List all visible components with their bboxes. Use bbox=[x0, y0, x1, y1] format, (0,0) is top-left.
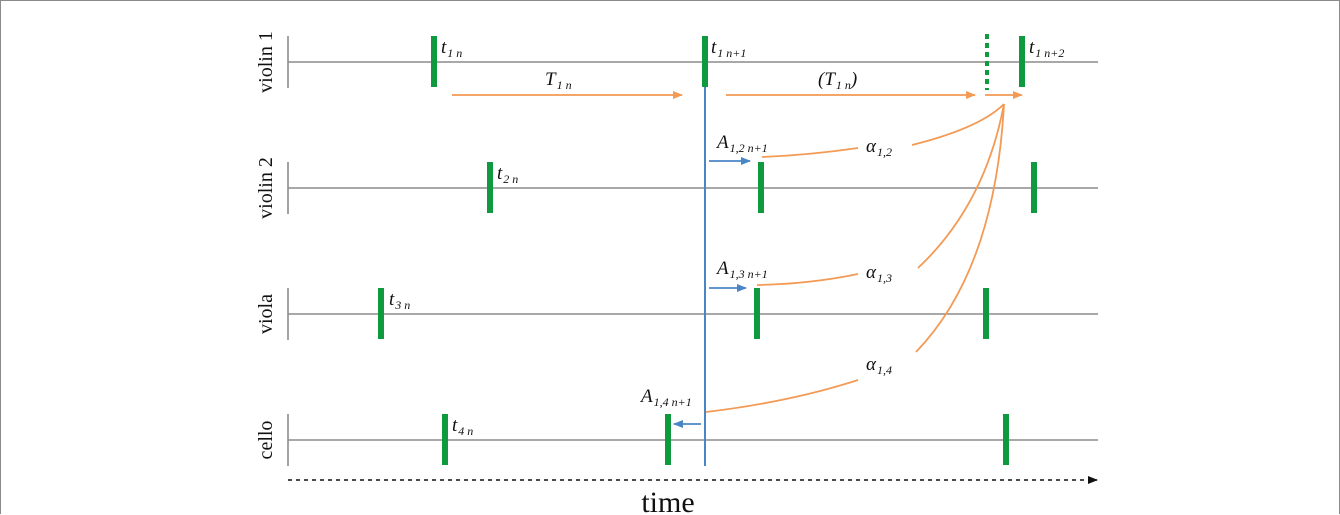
track-label-violin2: violin 2 bbox=[255, 157, 277, 219]
label-t2n: t2 n bbox=[497, 163, 518, 186]
asynchrony-arrows bbox=[673, 157, 751, 428]
alpha-curves bbox=[705, 103, 1005, 413]
label-T1n-paren: (T1 n) bbox=[818, 69, 857, 92]
onset-violin2-n2 bbox=[1031, 162, 1037, 213]
alpha-curve-12-left bbox=[761, 147, 859, 158]
onset-marks bbox=[378, 36, 1037, 465]
track-label-viola: viola bbox=[255, 294, 277, 334]
alpha-curve-14-left bbox=[705, 379, 859, 413]
onset-viola-n2 bbox=[983, 288, 989, 339]
label-t3n: t3 n bbox=[389, 289, 410, 312]
onset-violin1-n bbox=[431, 36, 437, 87]
label-t1n1: t1 n+1 bbox=[711, 37, 746, 60]
label-A14: A1,4 n+1 bbox=[639, 386, 692, 409]
label-A13: A1,3 n+1 bbox=[715, 258, 768, 281]
label-t4n: t4 n bbox=[452, 415, 473, 438]
alpha-curve-14-right bbox=[915, 103, 1005, 353]
onset-violin2-n1 bbox=[758, 162, 764, 213]
track-label-violin1: violin 1 bbox=[255, 31, 277, 93]
label-T1n: T1 n bbox=[545, 69, 572, 92]
onset-viola-n bbox=[378, 288, 384, 339]
track-label-cello: cello bbox=[255, 421, 277, 460]
onset-violin2-n bbox=[487, 162, 493, 213]
onset-cello-n bbox=[442, 414, 448, 465]
alpha-curve-13-right bbox=[917, 103, 1005, 269]
label-alpha14: α1,4 bbox=[866, 354, 892, 377]
label-t1n2: t1 n+2 bbox=[1029, 37, 1064, 60]
track-lines bbox=[287, 36, 1098, 466]
label-alpha12: α1,2 bbox=[866, 136, 892, 159]
onset-cello-n1 bbox=[665, 414, 671, 465]
onset-viola-n1 bbox=[754, 288, 760, 339]
onset-violin1-n1 bbox=[702, 36, 708, 87]
time-axis-label: time bbox=[641, 486, 694, 515]
onset-violin1-n2 bbox=[1019, 36, 1025, 87]
onset-cello-n2 bbox=[1003, 414, 1009, 465]
alpha-curve-13-left bbox=[756, 273, 859, 286]
label-t1n: t1 n bbox=[441, 37, 462, 60]
label-alpha13: α1,3 bbox=[866, 262, 892, 285]
alpha-curve-12-right bbox=[911, 103, 1005, 146]
label-A12: A1,2 n+1 bbox=[715, 132, 768, 155]
